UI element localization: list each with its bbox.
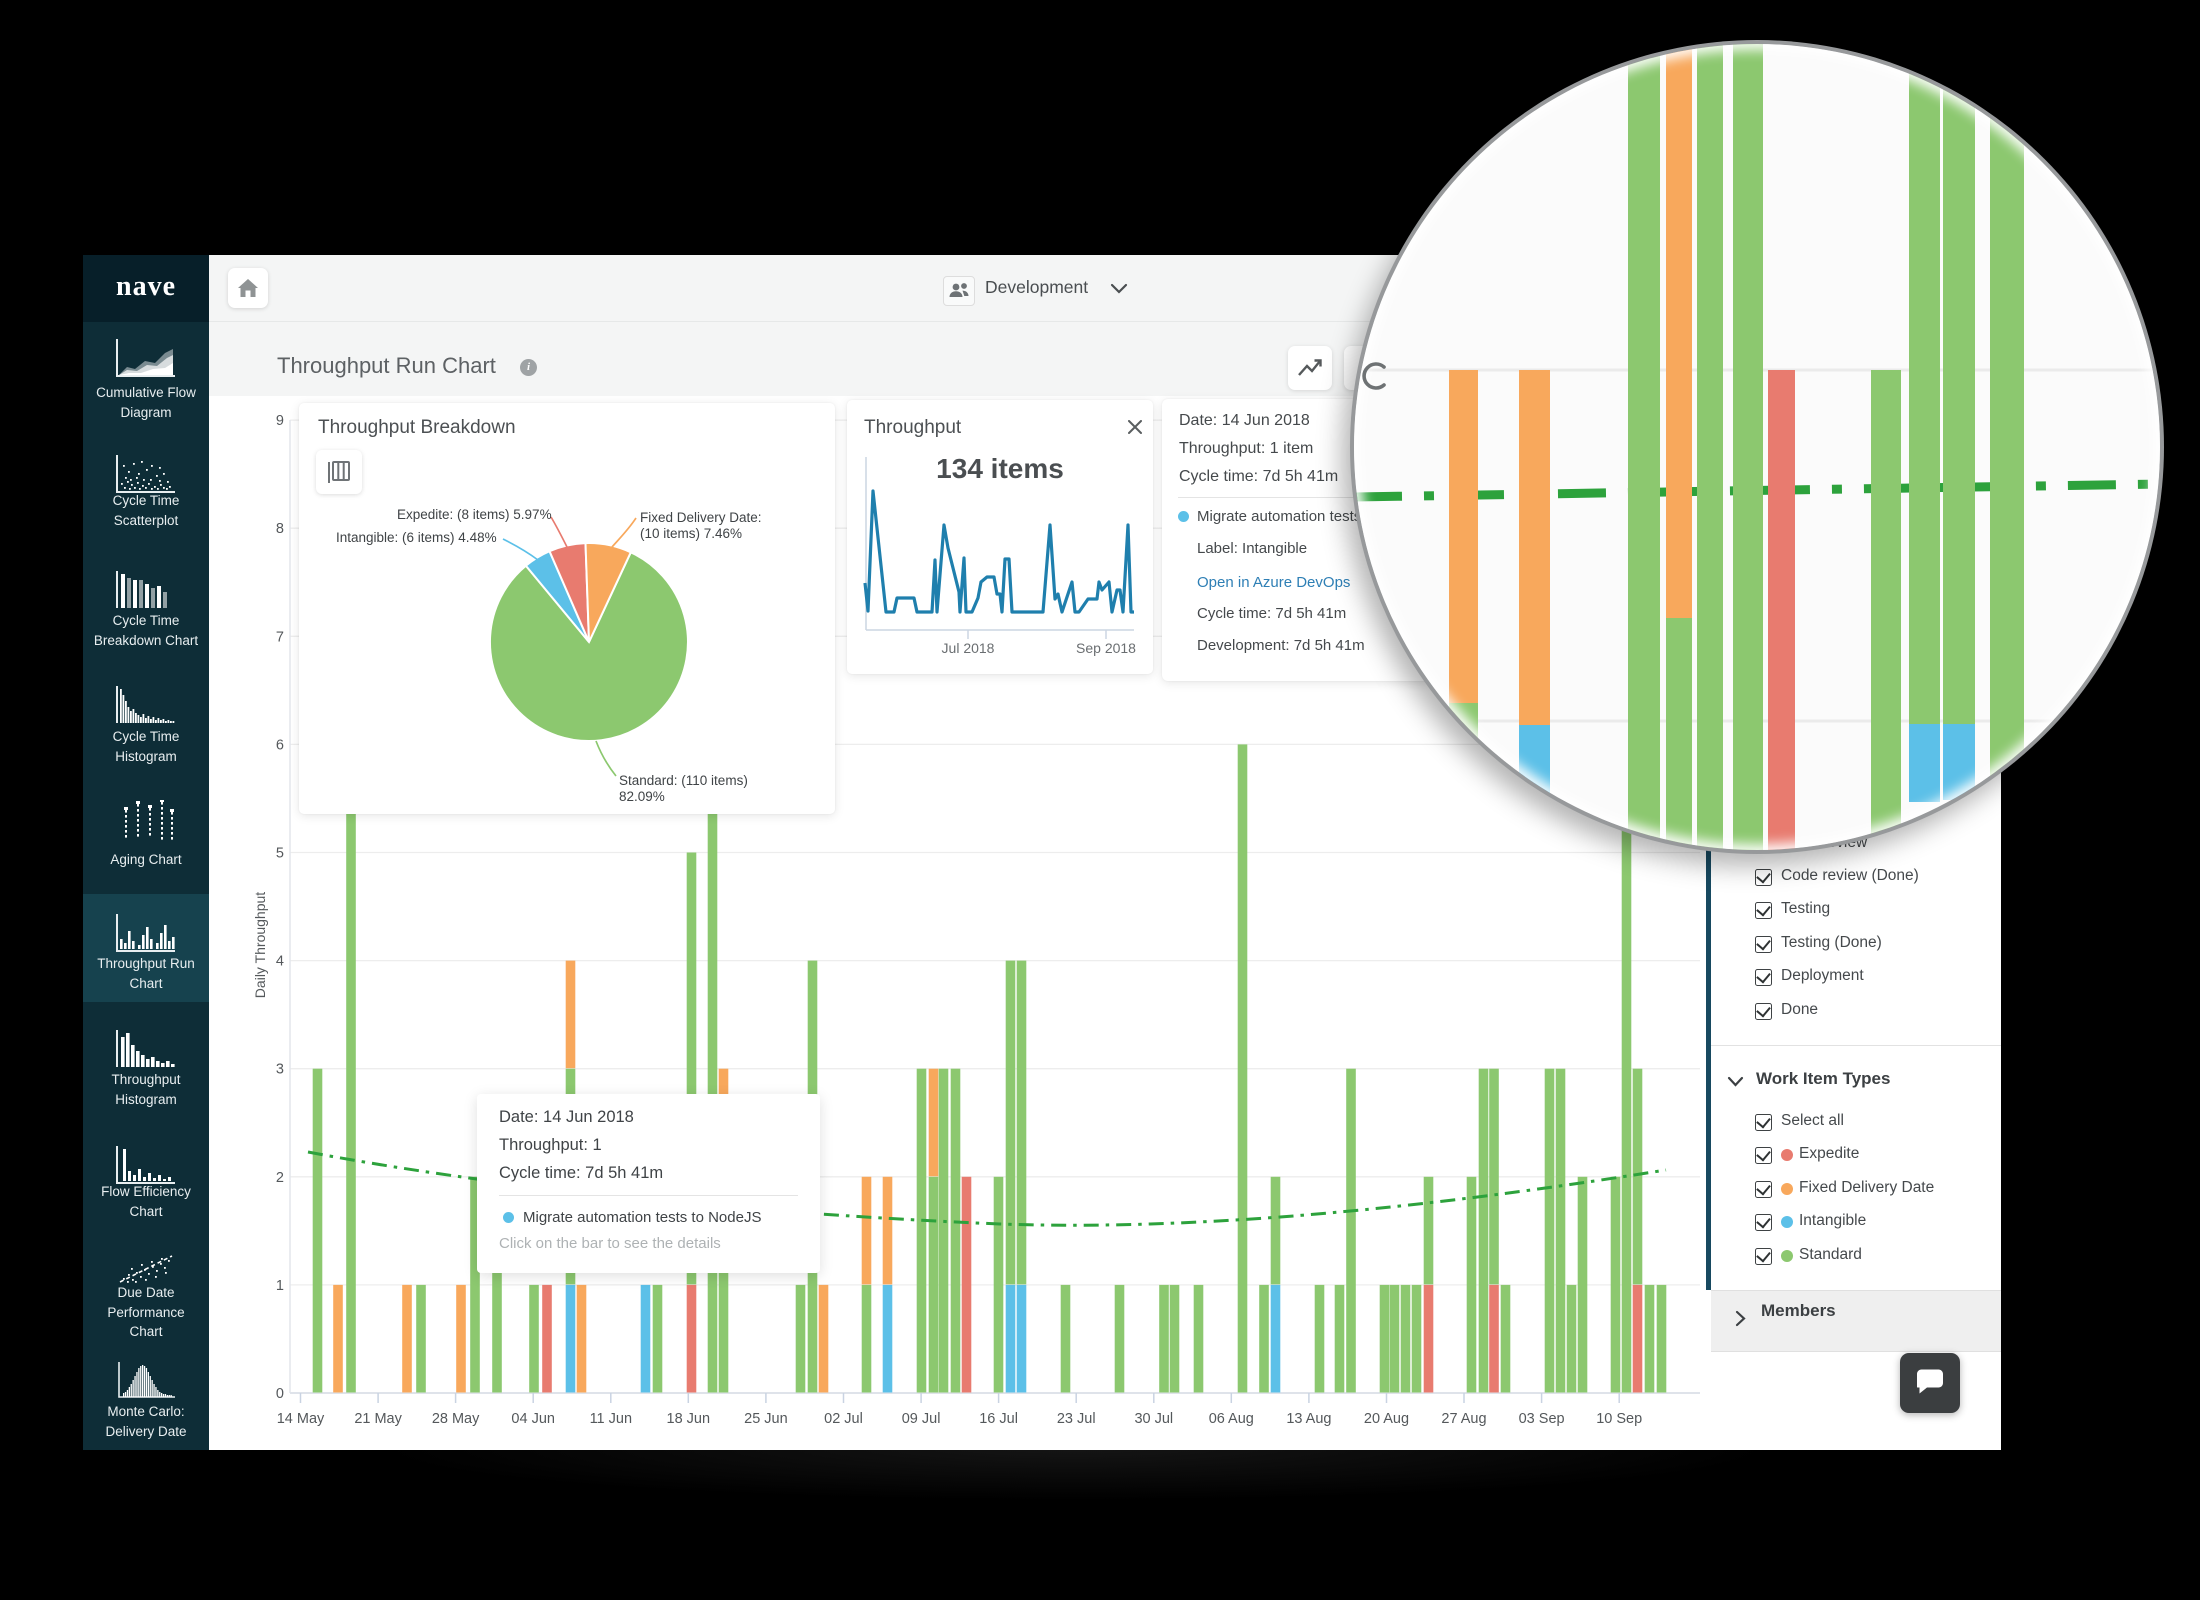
svg-text:6: 6 [276, 737, 284, 753]
svg-text:0: 0 [276, 1386, 284, 1402]
svg-text:09 Jul: 09 Jul [902, 1411, 941, 1427]
svg-text:2: 2 [276, 1170, 284, 1186]
svg-text:Sep 2018: Sep 2018 [1076, 640, 1136, 656]
svg-text:Expedite: (8 items) 5.97%: Expedite: (8 items) 5.97% [397, 507, 552, 522]
svg-text:18 Jun: 18 Jun [667, 1411, 711, 1427]
svg-text:30 Jul: 30 Jul [1134, 1411, 1173, 1427]
svg-text:23 Jul: 23 Jul [1057, 1411, 1096, 1427]
svg-text:8: 8 [276, 521, 284, 537]
svg-text:9: 9 [276, 413, 284, 429]
svg-text:14 May: 14 May [277, 1411, 325, 1427]
svg-text:7: 7 [276, 629, 284, 645]
svg-text:Standard: (110 items): Standard: (110 items) [619, 773, 748, 788]
svg-text:Jul 2018: Jul 2018 [942, 640, 995, 656]
svg-text:5: 5 [276, 846, 284, 862]
svg-text:Daily Throughput: Daily Throughput [252, 892, 268, 998]
svg-text:03 Sep: 03 Sep [1519, 1411, 1565, 1427]
svg-text:13 Aug: 13 Aug [1286, 1411, 1331, 1427]
svg-text:06 Aug: 06 Aug [1209, 1411, 1254, 1427]
svg-text:10 Sep: 10 Sep [1596, 1411, 1642, 1427]
svg-text:21 May: 21 May [354, 1411, 402, 1427]
svg-text:28 May: 28 May [432, 1411, 480, 1427]
svg-text:Intangible: (6 items) 4.48%: Intangible: (6 items) 4.48% [336, 530, 497, 545]
svg-text:82.09%: 82.09% [619, 789, 665, 804]
svg-text:04 Jun: 04 Jun [511, 1411, 555, 1427]
svg-text:25 Jun: 25 Jun [744, 1411, 788, 1427]
svg-text:27 Aug: 27 Aug [1441, 1411, 1486, 1427]
svg-text:11 Jun: 11 Jun [590, 1411, 632, 1427]
svg-text:(10 items) 7.46%: (10 items) 7.46% [640, 526, 742, 541]
svg-text:02 Jul: 02 Jul [824, 1411, 863, 1427]
svg-text:1: 1 [276, 1278, 284, 1294]
svg-text:16 Jul: 16 Jul [979, 1411, 1018, 1427]
svg-text:Fixed Delivery Date:: Fixed Delivery Date: [640, 510, 762, 525]
svg-text:3: 3 [276, 1062, 284, 1078]
svg-text:4: 4 [276, 954, 284, 970]
svg-text:20 Aug: 20 Aug [1364, 1411, 1409, 1427]
